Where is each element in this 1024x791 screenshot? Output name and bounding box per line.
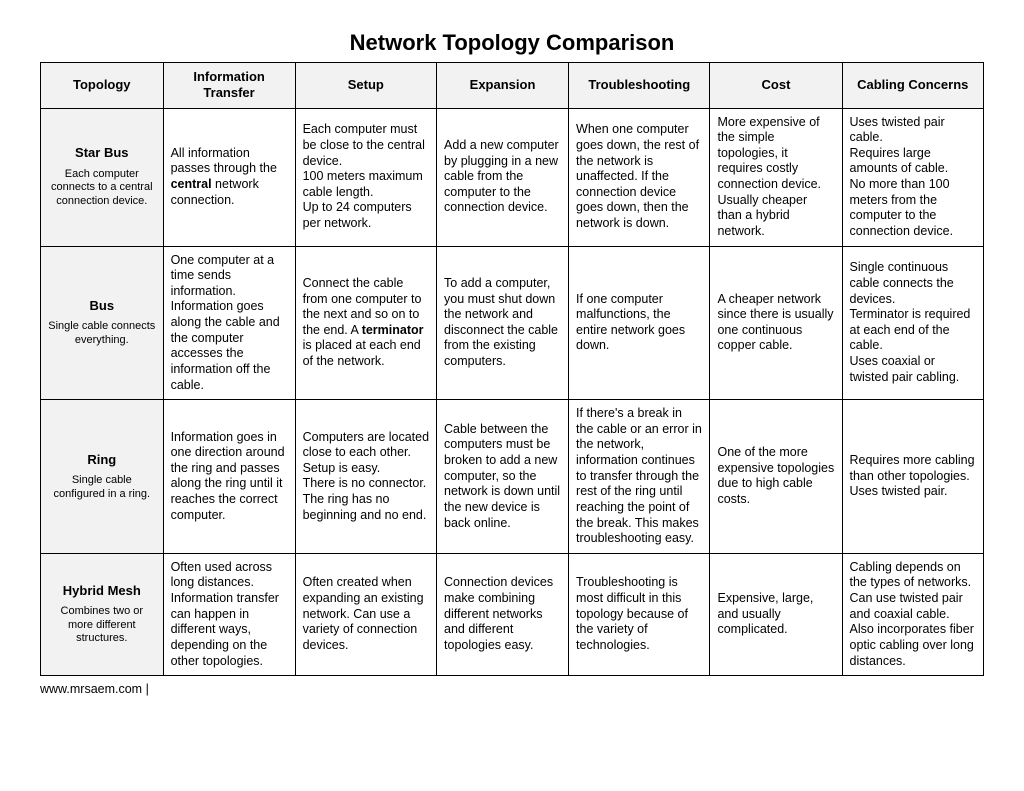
row-desc: Single cable configured in a ring. xyxy=(53,474,150,500)
cell-cabling: Single continuous cable connects the dev… xyxy=(842,246,984,400)
row-title: Hybrid Mesh xyxy=(48,583,156,599)
cell-troubleshooting: If there's a break in the cable or an er… xyxy=(569,400,710,554)
col-expansion: Expansion xyxy=(437,63,569,109)
cell-info-transfer: All information passes through the centr… xyxy=(163,108,295,246)
cell-troubleshooting: If one computer malfunctions, the entire… xyxy=(569,246,710,400)
comparison-table: Topology Information Transfer Setup Expa… xyxy=(40,62,984,676)
row-title: Bus xyxy=(48,298,156,314)
row-desc: Single cable connects everything. xyxy=(48,320,155,346)
cell-setup: Each computer must be close to the centr… xyxy=(295,108,436,246)
row-topology-name: Ring Single cable configured in a ring. xyxy=(41,400,164,554)
col-troubleshooting: Troubleshooting xyxy=(569,63,710,109)
cell-troubleshooting: When one computer goes down, the rest of… xyxy=(569,108,710,246)
text: is placed at each end of the network. xyxy=(303,338,421,368)
table-row: Star Bus Each computer connects to a cen… xyxy=(41,108,984,246)
cell-troubleshooting: Troubleshooting is most difficult in thi… xyxy=(569,553,710,675)
table-header-row: Topology Information Transfer Setup Expa… xyxy=(41,63,984,109)
table-row: Ring Single cable configured in a ring. … xyxy=(41,400,984,554)
cell-setup: Connect the cable from one computer to t… xyxy=(295,246,436,400)
row-topology-name: Bus Single cable connects everything. xyxy=(41,246,164,400)
text-bold: central xyxy=(171,177,212,191)
text-bold: terminator xyxy=(362,323,424,337)
col-setup: Setup xyxy=(295,63,436,109)
table-row: Hybrid Mesh Combines two or more differe… xyxy=(41,553,984,675)
cell-cost: More expensive of the simple topologies,… xyxy=(710,108,842,246)
col-cabling: Cabling Concerns xyxy=(842,63,984,109)
row-title: Star Bus xyxy=(48,145,156,161)
cell-cabling: Uses twisted pair cable. Requires large … xyxy=(842,108,984,246)
cell-cabling: Cabling depends on the types of networks… xyxy=(842,553,984,675)
row-desc: Each computer connects to a central conn… xyxy=(51,168,153,208)
table-row: Bus Single cable connects everything. On… xyxy=(41,246,984,400)
row-topology-name: Star Bus Each computer connects to a cen… xyxy=(41,108,164,246)
page-title: Network Topology Comparison xyxy=(40,30,984,56)
col-topology: Topology xyxy=(41,63,164,109)
row-topology-name: Hybrid Mesh Combines two or more differe… xyxy=(41,553,164,675)
cell-cost: A cheaper network since there is usually… xyxy=(710,246,842,400)
cell-expansion: Connection devices make combining differ… xyxy=(437,553,569,675)
cell-info-transfer: Information goes in one direction around… xyxy=(163,400,295,554)
cell-info-transfer: One computer at a time sends information… xyxy=(163,246,295,400)
cell-cabling: Requires more cabling than other topolog… xyxy=(842,400,984,554)
cell-cost: One of the more expensive topologies due… xyxy=(710,400,842,554)
col-cost: Cost xyxy=(710,63,842,109)
cell-setup: Often created when expanding an existing… xyxy=(295,553,436,675)
cell-expansion: To add a computer, you must shut down th… xyxy=(437,246,569,400)
text: All information passes through the xyxy=(171,146,277,176)
cell-expansion: Cable between the computers must be brok… xyxy=(437,400,569,554)
cell-info-transfer: Often used across long distances. Inform… xyxy=(163,553,295,675)
cell-setup: Computers are located close to each othe… xyxy=(295,400,436,554)
row-desc: Combines two or more different structure… xyxy=(61,605,144,645)
footer-text: www.mrsaem.com | xyxy=(40,682,984,696)
cell-cost: Expensive, large, and usually complicate… xyxy=(710,553,842,675)
cell-expansion: Add a new computer by plugging in a new … xyxy=(437,108,569,246)
row-title: Ring xyxy=(48,452,156,468)
col-info-transfer: Information Transfer xyxy=(163,63,295,109)
